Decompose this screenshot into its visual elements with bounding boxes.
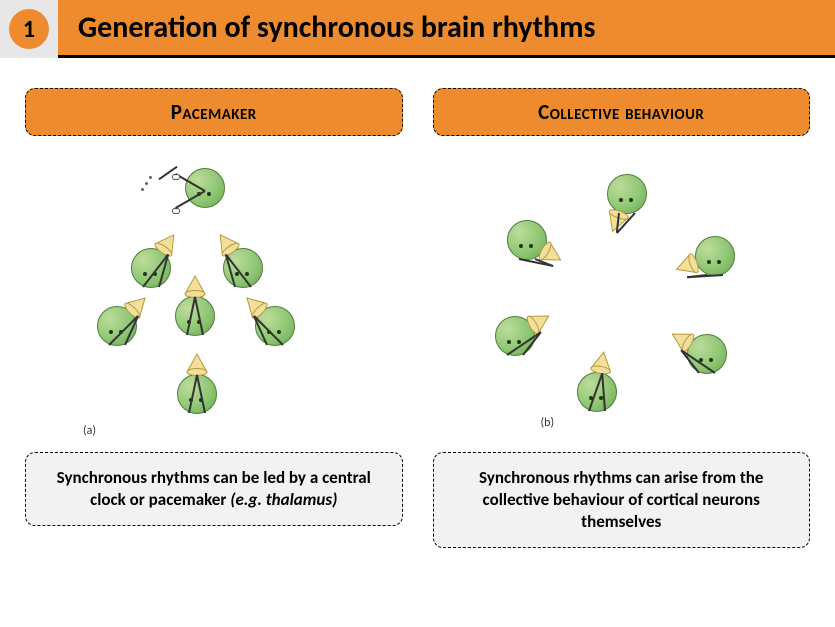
- neuron-icon: [253, 304, 297, 348]
- neuron-icon: [173, 294, 217, 338]
- neuron-icon: [129, 246, 173, 290]
- caption-collective: Synchronous rhythms can arise from the c…: [433, 452, 811, 548]
- slide-body: Pacemaker (a) Synchronous rhythms can be…: [0, 58, 835, 568]
- caption-pacemaker-em: (e.g. thalamus): [230, 489, 337, 510]
- neuron-icon: [221, 246, 265, 290]
- trumpet-icon: [183, 352, 211, 376]
- slide-number-container: 1: [0, 0, 58, 58]
- motion-dot: [149, 176, 152, 179]
- figure-label-a: (a): [83, 424, 96, 438]
- label-pacemaker: Pacemaker: [25, 88, 403, 136]
- figure-label-b: (b): [541, 416, 555, 430]
- motion-dot: [141, 188, 144, 191]
- caption-pacemaker: Synchronous rhythms can be led by a cent…: [25, 452, 403, 526]
- neuron-icon: [685, 332, 729, 376]
- neuron-icon: [95, 304, 139, 348]
- hand-icon: [171, 202, 181, 212]
- neuron-icon: [693, 234, 737, 278]
- column-pacemaker: Pacemaker (a) Synchronous rhythms can be…: [25, 88, 403, 548]
- neuron-icon: [605, 172, 649, 216]
- neuron-icon: [505, 218, 549, 262]
- trumpet-icon: [181, 274, 209, 298]
- label-collective: Collective behaviour: [433, 88, 811, 136]
- motion-dot: [145, 182, 148, 185]
- slide-title: Generation of synchronous brain rhythms: [58, 0, 835, 58]
- column-collective: Collective behaviour (b) Synchronous rhy…: [433, 88, 811, 548]
- diagram-collective: (b): [433, 164, 811, 434]
- neuron-icon: [493, 314, 537, 358]
- neuron-icon: [175, 372, 219, 416]
- conductor-icon: [183, 166, 227, 210]
- neuron-icon: [575, 370, 619, 414]
- slide-header: 1 Generation of synchronous brain rhythm…: [0, 0, 835, 58]
- diagram-pacemaker: (a): [25, 164, 403, 434]
- slide-number-badge: 1: [9, 9, 49, 49]
